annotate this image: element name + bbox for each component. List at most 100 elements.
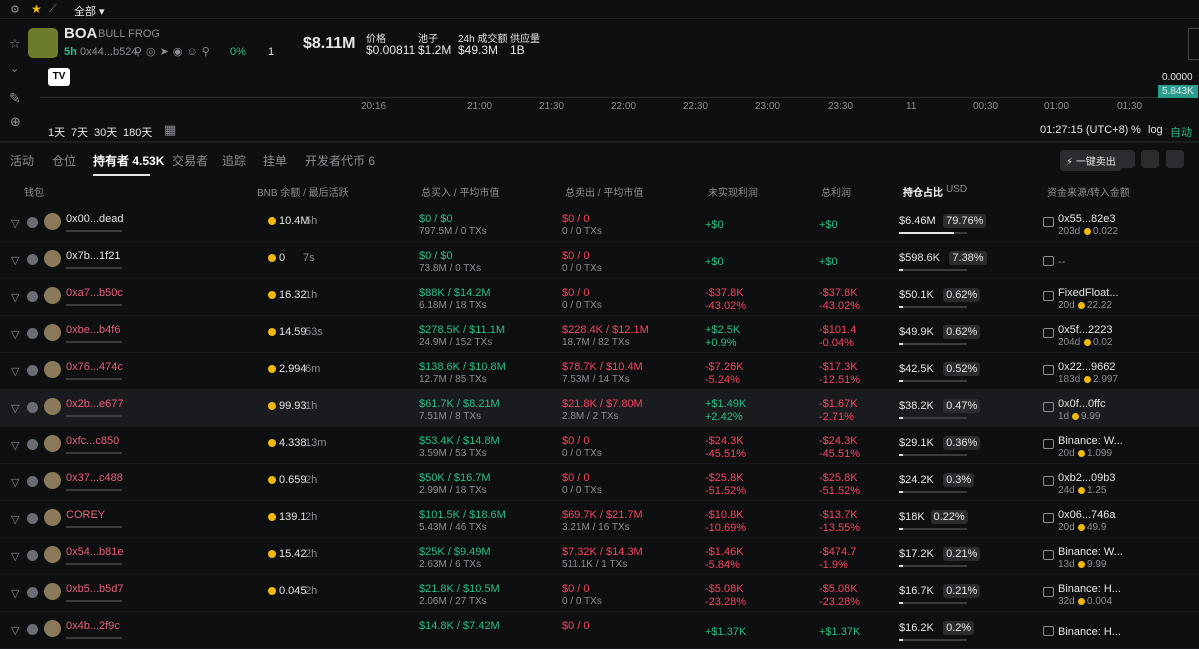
wallet-address[interactable]: COREY bbox=[66, 509, 106, 521]
divider bbox=[0, 141, 1199, 143]
wallet-address[interactable]: 0x7b...1f21 bbox=[66, 250, 121, 262]
sell-detail: 511.1K / 1 TXs bbox=[562, 559, 628, 570]
source[interactable]: 0x06...746a bbox=[1058, 509, 1116, 521]
tab[interactable]: 交易者 bbox=[172, 154, 209, 168]
total-buy: $0 / $0 bbox=[419, 250, 453, 262]
token-address[interactable]: 0x44...b524 bbox=[80, 46, 138, 58]
source-coin bbox=[1078, 302, 1085, 309]
zoom-tool[interactable]: ⊕ bbox=[10, 114, 21, 129]
filter-dropdown[interactable]: 全部 ▾ bbox=[74, 6, 105, 18]
tab[interactable]: 挂单 bbox=[263, 154, 288, 168]
range-button[interactable]: 180天 bbox=[123, 127, 153, 139]
holder-row[interactable]: ▽ 0x7b...1f21 0 7s $0 / $0 73.8M / 0 TXs $0 / … bbox=[0, 241, 1199, 279]
wallet-icon bbox=[27, 402, 38, 413]
bnb-balance: 16.32 bbox=[279, 289, 307, 301]
holder-row[interactable]: ▽ 0xb5...b5d7 0.045 2h $21.8K / $10.5M 2.06M … bbox=[0, 574, 1199, 612]
star-icon[interactable]: ★ bbox=[31, 2, 42, 16]
range-button[interactable]: 1天 bbox=[48, 127, 66, 139]
column-header[interactable]: 资金来源/转入金额 bbox=[1047, 188, 1130, 199]
source-amount: 1.099 bbox=[1087, 448, 1113, 459]
holding-pct: 0.62% bbox=[943, 325, 981, 339]
tab[interactable]: 开发者代币 6 bbox=[305, 154, 376, 168]
settings-icon[interactable]: ⚙ bbox=[10, 4, 20, 16]
column-header[interactable]: 持仓占比 bbox=[903, 188, 943, 199]
wallet-bar bbox=[66, 267, 122, 269]
chart-option[interactable]: log bbox=[1148, 124, 1163, 136]
holder-row[interactable]: ▽ 0x00...dead 10.4M 5h $0 / $0 797.5M / 0 TXs… bbox=[0, 204, 1199, 242]
calendar-icon[interactable]: ▦ bbox=[164, 122, 177, 137]
wallet-address[interactable]: 0x54...b81e bbox=[66, 546, 124, 558]
source-age: 20d bbox=[1058, 448, 1075, 459]
social-icons[interactable]: ⚲◎➤◉☺⚲ bbox=[134, 46, 214, 58]
wallet-address[interactable]: 0x00...dead bbox=[66, 213, 124, 225]
source[interactable]: Binance: H... bbox=[1058, 626, 1121, 638]
holder-row[interactable]: ▽ 0xfc...c850 4.338 13m $53.4K / $14.8M 3.59M… bbox=[0, 426, 1199, 464]
sell-all-button[interactable]: ⚡ 一键卖出 bbox=[1060, 150, 1122, 171]
source[interactable]: 0x22...9662 bbox=[1058, 361, 1116, 373]
holder-row[interactable]: ▽ 0xa7...b50c 16.32 1h $88K / $14.2M 6.18M / … bbox=[0, 278, 1199, 316]
token-age: 5h bbox=[64, 46, 77, 58]
wallet-address[interactable]: 0xfc...c850 bbox=[66, 435, 120, 447]
holding-usd: $16.2K bbox=[899, 622, 934, 634]
column-header[interactable]: 总卖出 / 平均市值 bbox=[565, 188, 644, 199]
source[interactable]: Binance: W... bbox=[1058, 546, 1123, 558]
icon-button[interactable] bbox=[1141, 150, 1159, 168]
holder-row[interactable]: ▽ 0xbe...b4f6 14.59 53s $278.5K / $11.1M 24.9… bbox=[0, 315, 1199, 353]
profit-pct: -0.04% bbox=[819, 337, 854, 349]
source[interactable]: 0x55...82e3 bbox=[1058, 213, 1116, 225]
chart-option[interactable]: % bbox=[1131, 124, 1141, 136]
wallet-address[interactable]: 0x37...c488 bbox=[66, 472, 123, 484]
chart-tool[interactable]: ⌄ bbox=[10, 63, 20, 75]
unrealized-profit: +$0 bbox=[705, 256, 724, 268]
holder-row[interactable]: ▽ 0x37...c488 0.659 2h $50K / $16.7M 2.99M / … bbox=[0, 463, 1199, 501]
wallet-address[interactable]: 0x2b...e677 bbox=[66, 398, 124, 410]
column-header[interactable]: 钱包 bbox=[24, 188, 44, 199]
source-age: 20d bbox=[1058, 300, 1075, 311]
holder-row[interactable]: ▽ 0x54...b81e 15.42 2h $25K / $9.49M 2.63M / … bbox=[0, 537, 1199, 575]
wallet-address[interactable]: 0xbe...b4f6 bbox=[66, 324, 121, 336]
bnb-coin bbox=[268, 402, 276, 410]
wallet-address[interactable]: 0x76...474c bbox=[66, 361, 123, 373]
holder-row[interactable]: ▽ COREY 139.1 2h $101.5K / $18.6M 5.43M / 46 … bbox=[0, 500, 1199, 538]
column-header[interactable]: USD bbox=[946, 184, 968, 195]
source[interactable]: 0x0f...0ffc bbox=[1058, 398, 1106, 410]
filter-icon: ▽ bbox=[11, 514, 20, 526]
column-header[interactable]: 总利润 bbox=[821, 188, 851, 199]
scroll-button[interactable] bbox=[1188, 28, 1199, 60]
chart-icon[interactable]: ⟋ bbox=[49, 3, 57, 15]
holder-row[interactable]: ▽ 0x4b...2f9c $14.8K / $7.42M $0 / 0 +$1.37K… bbox=[0, 611, 1199, 649]
wallet-address[interactable]: 0x4b...2f9c bbox=[66, 620, 120, 632]
buy-detail: 2.99M / 18 TXs bbox=[419, 485, 487, 496]
unrealized-profit: +$0 bbox=[705, 219, 724, 231]
last-active: 2h bbox=[305, 585, 318, 597]
icon-button[interactable] bbox=[1117, 150, 1135, 168]
source[interactable]: 0x5f...2223 bbox=[1058, 324, 1113, 336]
range-button[interactable]: 7天 bbox=[71, 127, 89, 139]
source[interactable]: Binance: H... bbox=[1058, 583, 1121, 595]
tab[interactable]: 活动 bbox=[10, 154, 35, 168]
wallet-address[interactable]: 0xa7...b50c bbox=[66, 287, 123, 299]
tab-underline bbox=[93, 174, 150, 176]
holder-row[interactable]: ▽ 0x2b...e677 99.93 1h $61.7K / $8.21M 7.51M … bbox=[0, 389, 1199, 427]
tab[interactable]: 追踪 bbox=[222, 154, 247, 168]
filter-icon: ▽ bbox=[11, 366, 20, 378]
range-button[interactable]: 30天 bbox=[94, 127, 118, 139]
favorite-icon[interactable]: ☆ bbox=[9, 36, 21, 51]
tab[interactable]: 持有者 4.53K bbox=[93, 154, 165, 168]
source-coin bbox=[1084, 339, 1091, 346]
wallet-address[interactable]: 0xb5...b5d7 bbox=[66, 583, 124, 595]
ruler-tool[interactable]: ✎ bbox=[9, 90, 21, 106]
tab[interactable]: 仓位 bbox=[52, 154, 77, 168]
column-header[interactable]: 总买入 / 平均市值 bbox=[421, 188, 500, 199]
icon-button[interactable] bbox=[1166, 150, 1184, 168]
chart-option[interactable]: 自动 bbox=[1170, 127, 1192, 139]
source[interactable]: Binance: W... bbox=[1058, 435, 1123, 447]
column-header[interactable]: BNB 余额 / 最后活跃 bbox=[257, 188, 349, 199]
source[interactable]: 0xb2...09b3 bbox=[1058, 472, 1116, 484]
column-header[interactable]: 未实现利润 bbox=[708, 188, 758, 199]
source[interactable]: FixedFloat... bbox=[1058, 287, 1119, 299]
time-label: 01:00 bbox=[1044, 101, 1070, 112]
holder-row[interactable]: ▽ 0x76...474c 2.994 6m $138.6K / $10.8M 12.7M… bbox=[0, 352, 1199, 390]
source-age: 183d bbox=[1058, 374, 1081, 385]
source[interactable]: -- bbox=[1058, 256, 1066, 268]
